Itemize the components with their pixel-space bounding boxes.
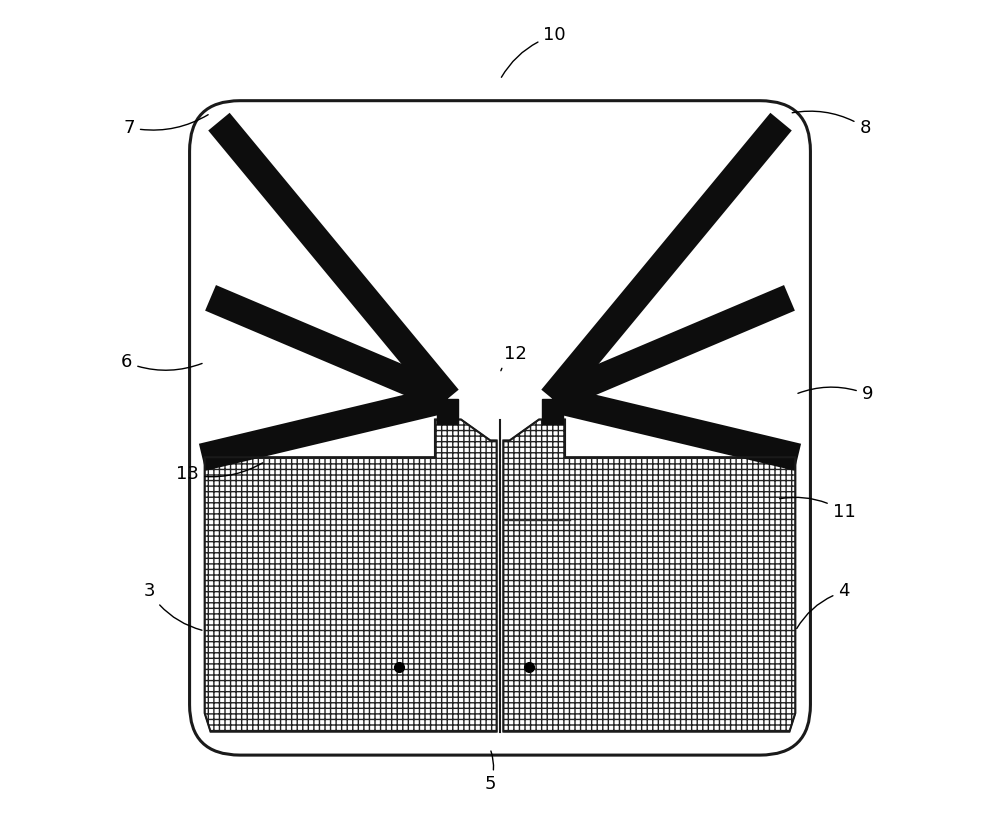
Bar xyxy=(437,399,458,424)
Text: 6: 6 xyxy=(121,353,202,372)
Polygon shape xyxy=(205,420,497,732)
Text: 12: 12 xyxy=(501,345,527,371)
Text: 3: 3 xyxy=(144,582,202,630)
Text: 8: 8 xyxy=(792,111,871,137)
FancyBboxPatch shape xyxy=(190,101,810,755)
Text: 4: 4 xyxy=(797,582,850,628)
Text: 11: 11 xyxy=(780,498,855,521)
Text: 9: 9 xyxy=(798,385,873,404)
Text: 5: 5 xyxy=(484,751,496,794)
Polygon shape xyxy=(503,420,795,732)
Text: 13: 13 xyxy=(176,463,263,483)
Text: 10: 10 xyxy=(501,26,566,77)
Text: 7: 7 xyxy=(123,115,208,137)
Bar xyxy=(542,399,563,424)
